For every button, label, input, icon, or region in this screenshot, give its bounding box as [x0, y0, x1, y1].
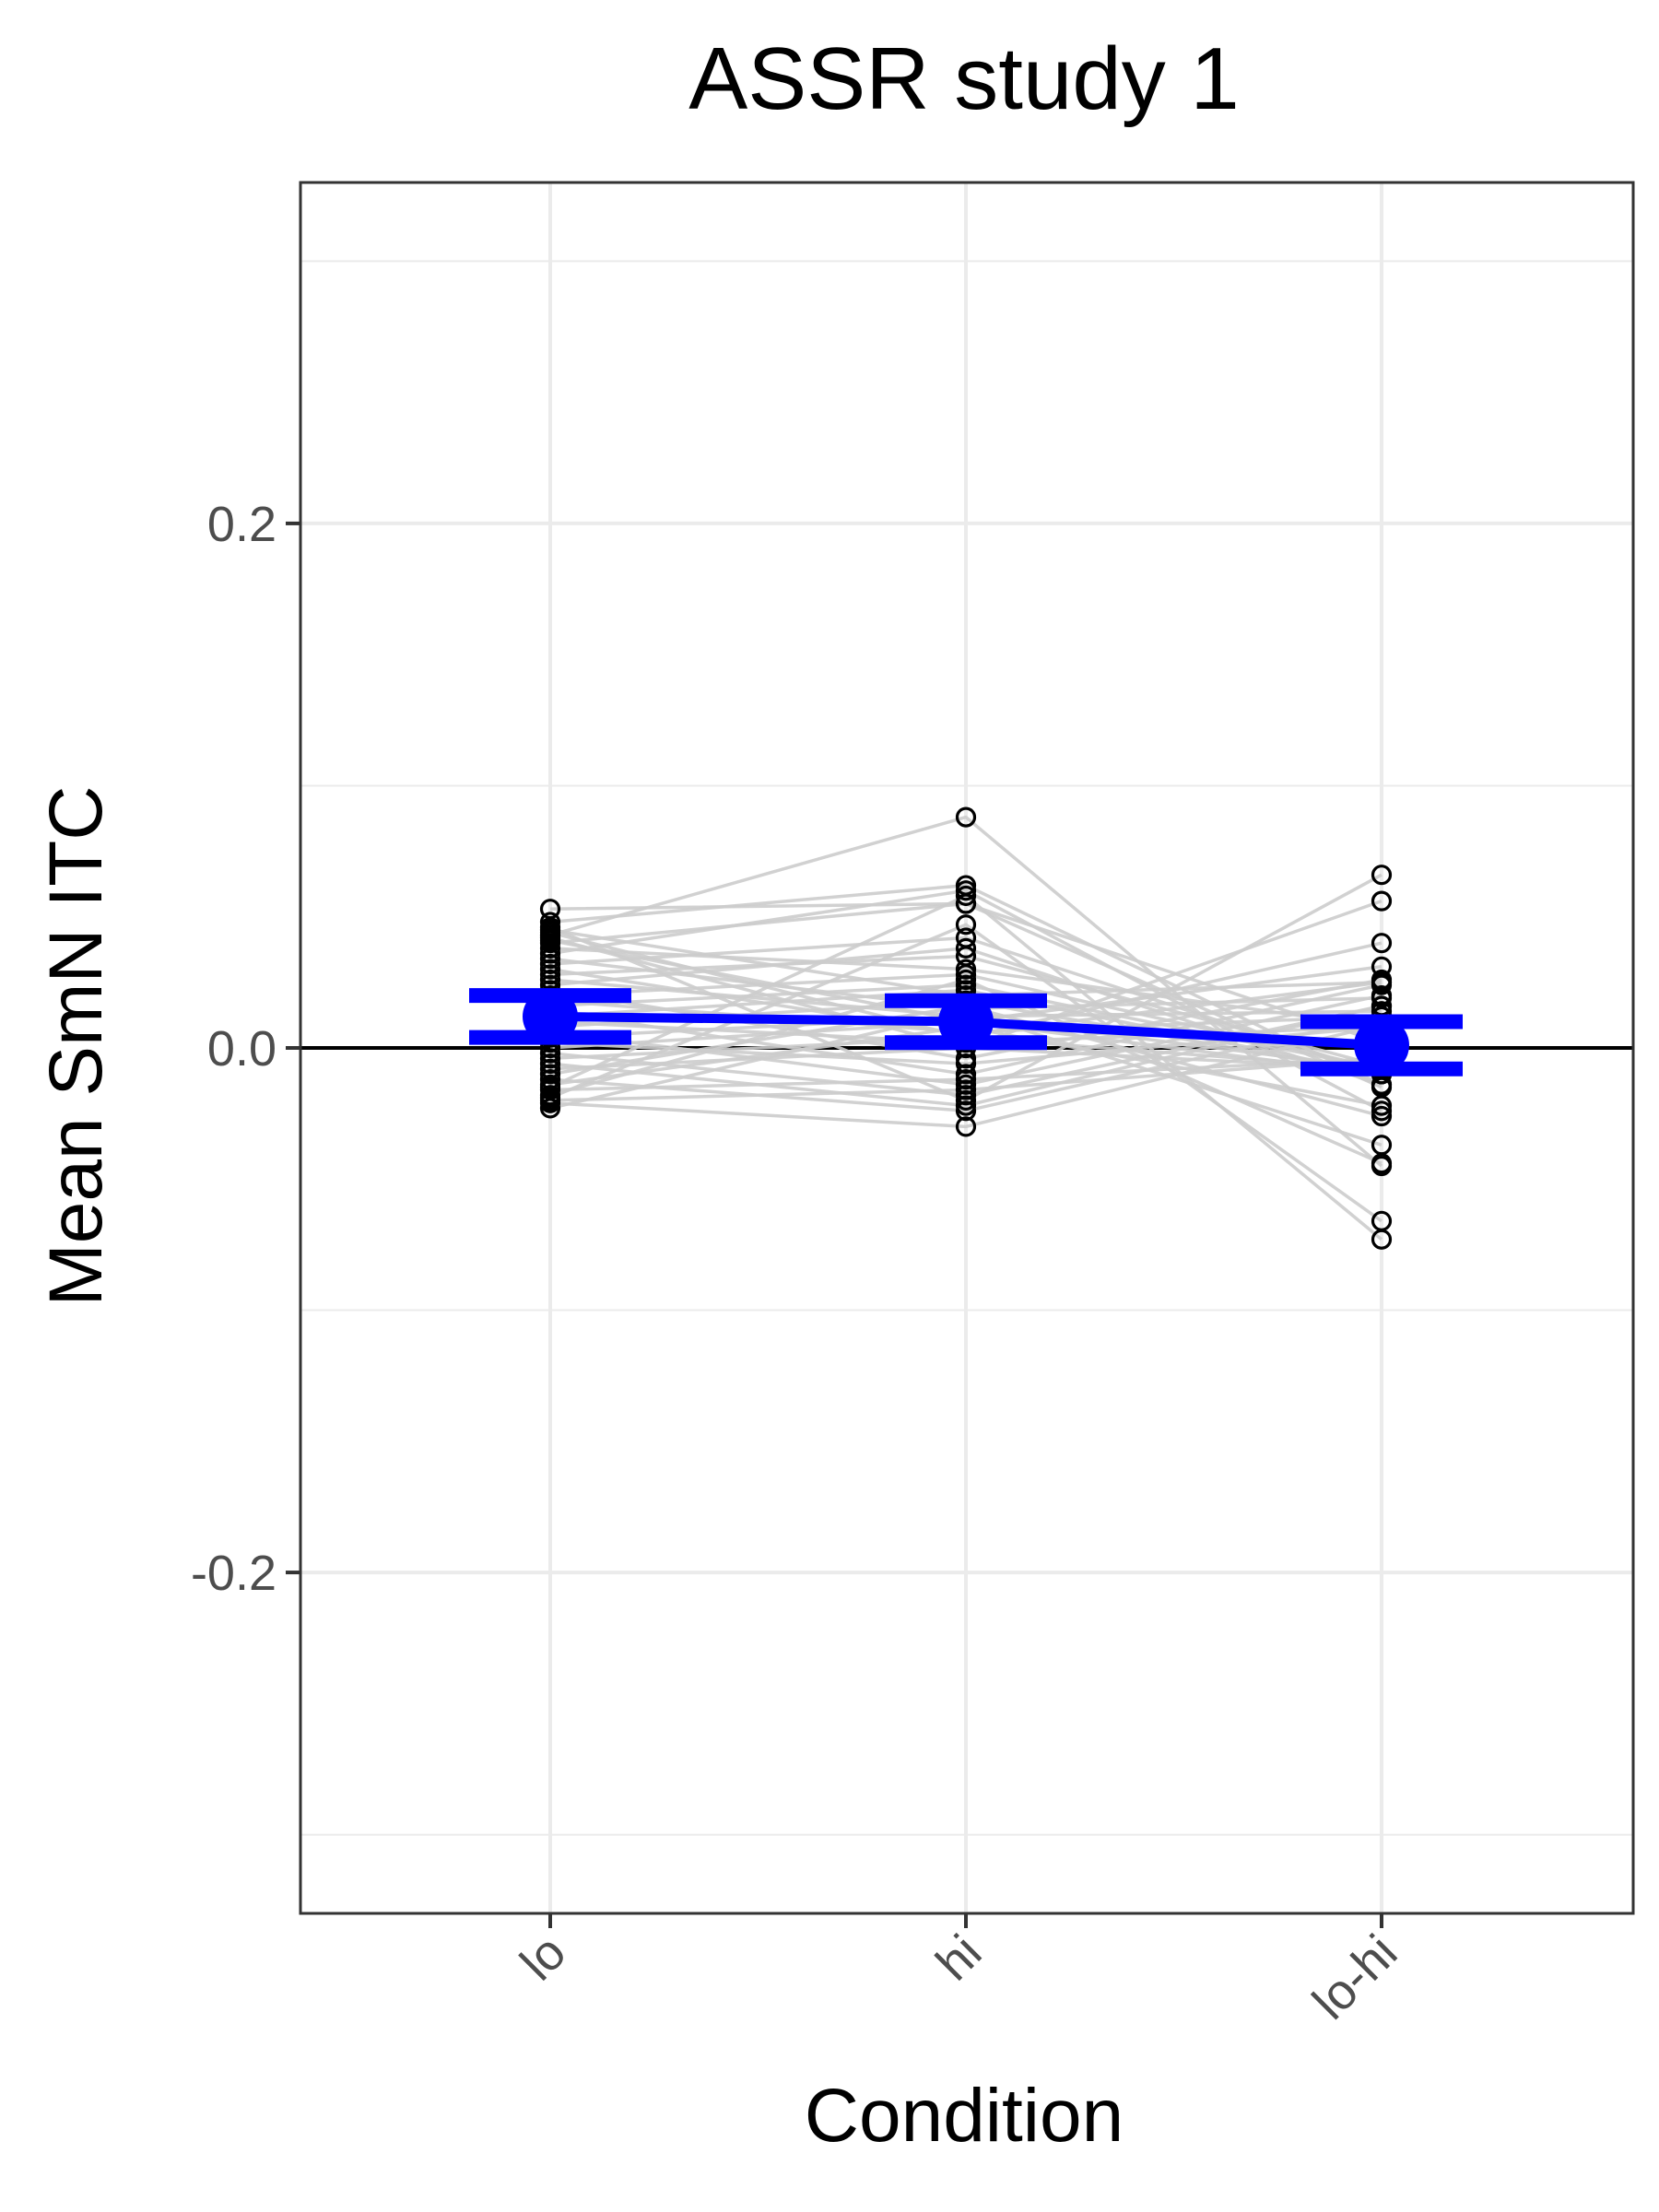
y-tick-label: 0.0: [207, 1021, 276, 1077]
subject-line: [549, 1056, 1382, 1102]
subject-point: [955, 1116, 977, 1137]
subject-point: [539, 1077, 561, 1098]
subject-point: [955, 893, 977, 914]
subject-line: [549, 1015, 1382, 1113]
subject-point: [1371, 933, 1393, 954]
subject-line: [549, 978, 1382, 1165]
plot-panel: [299, 181, 1635, 1915]
subject-point: [955, 1089, 977, 1112]
subject-point: [1371, 1229, 1393, 1250]
subject-point: [1371, 890, 1393, 912]
y-tick-label: -0.2: [191, 1546, 276, 1601]
subject-point: [1371, 1095, 1393, 1116]
subject-point: [1371, 865, 1393, 886]
subject-point: [539, 1098, 561, 1119]
subject-point: [955, 1053, 977, 1075]
y-axis-title: Mean SmN ITC: [34, 786, 118, 1307]
chart-title: ASSR study 1: [688, 29, 1240, 128]
subject-line: [549, 1022, 1382, 1129]
subject-point: [955, 1069, 977, 1090]
subject-line: [549, 883, 1382, 1087]
subject-point: [955, 914, 977, 935]
subject-point: [1371, 984, 1393, 1006]
subject-point: [1371, 974, 1393, 995]
x-tick-label: lo: [510, 1924, 576, 1991]
y-tick-label: 0.2: [207, 497, 276, 552]
subject-line: [549, 923, 1383, 1223]
subject-point: [1371, 1135, 1393, 1156]
subject-point: [1371, 1105, 1393, 1127]
subject-point: [955, 937, 977, 959]
mean-point: [1354, 1018, 1409, 1074]
subject-point: [955, 885, 977, 907]
subject-point: [539, 927, 561, 948]
subject-point: [955, 969, 977, 991]
mean-point: [938, 994, 994, 1050]
x-tick-label: lo-hi: [1302, 1924, 1408, 2030]
mean-point: [523, 988, 578, 1044]
subject-point: [955, 806, 977, 828]
subject-point: [955, 1100, 977, 1122]
subject-point: [955, 1079, 977, 1100]
subject-line: [549, 1056, 1382, 1092]
x-axis-title: Condition: [805, 2074, 1124, 2158]
subject-line: [549, 988, 1382, 1077]
subject-line: [549, 982, 1382, 1077]
subject-line: [549, 978, 1382, 1061]
subject-point: [539, 1087, 561, 1109]
x-tick-label: hi: [925, 1924, 992, 1991]
